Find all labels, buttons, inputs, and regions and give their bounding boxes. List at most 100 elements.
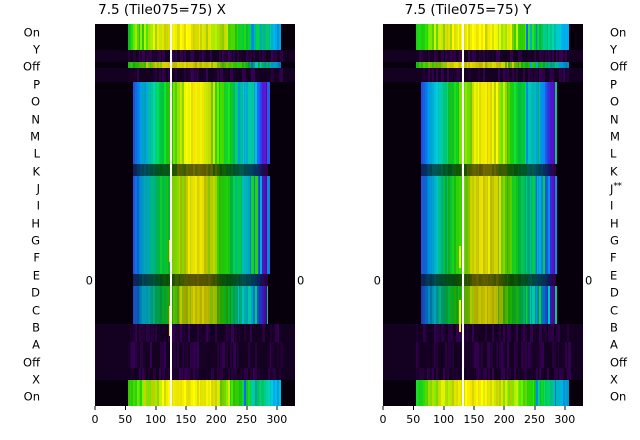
category-tick-right-14: E (610, 268, 618, 283)
heatmap-cell (182, 274, 185, 286)
heatmap-cell (443, 176, 446, 274)
heatmap-cell (557, 24, 560, 50)
heatmap-cell (242, 68, 245, 82)
heatmap-cell (564, 68, 568, 82)
heatmap-cell (222, 164, 225, 176)
heatmap-cell (176, 62, 180, 68)
heatmap-cell (144, 274, 147, 286)
heatmap-cell (233, 62, 236, 68)
heatmap-cell (543, 380, 546, 406)
heatmap-cell (231, 274, 234, 286)
heatmap-cell (457, 342, 460, 368)
heatmap-cell (430, 62, 433, 68)
heatmap-cell (193, 380, 196, 406)
heatmap-cell (176, 24, 180, 50)
heatmap-cell (213, 380, 216, 406)
heatmap-cell (160, 62, 163, 68)
heatmap-cell (133, 24, 136, 50)
heatmap-cell (269, 324, 272, 342)
heatmap-cell (544, 274, 548, 286)
x-tick-mark (443, 406, 445, 410)
heatmap-cell (189, 82, 192, 164)
heatmap-cell (548, 380, 551, 406)
heatmap-cell (441, 286, 444, 324)
heatmap-cell (224, 324, 227, 342)
heatmap-cell (207, 324, 211, 342)
heatmap-cell (242, 164, 245, 176)
heatmap-panel-left[interactable] (95, 24, 295, 406)
heatmap-cell (136, 274, 140, 286)
heatmap-cell (468, 82, 471, 164)
heatmap-cell (444, 380, 448, 406)
heatmap-cell (548, 82, 551, 164)
heatmap-cell (175, 164, 178, 176)
heatmap-cell (568, 342, 571, 368)
heatmap-cell (269, 342, 272, 368)
heatmap-cell (202, 380, 205, 406)
heatmap-cell (175, 176, 178, 274)
heatmap-cell (222, 82, 225, 164)
x-tick-label: 250 (236, 413, 257, 426)
heatmap-cell (484, 380, 488, 406)
heatmap-cell (180, 62, 183, 68)
heatmap-cell (202, 286, 205, 324)
heatmap-cell (524, 368, 528, 380)
heatmap-cell (481, 82, 484, 164)
heatmap-cell (501, 82, 504, 164)
heatmap-cell (149, 274, 152, 286)
heatmap-cell (167, 68, 171, 82)
heatmap-cell (421, 286, 424, 324)
heatmap-cell (200, 82, 203, 164)
heatmap-streak (244, 380, 246, 406)
heatmap-cell (501, 368, 504, 380)
heatmap-cell (459, 324, 462, 342)
heatmap-cell (552, 176, 555, 274)
heatmap-cell (195, 50, 198, 62)
heatmap-row-band (383, 380, 583, 406)
heatmap-cell (235, 24, 238, 50)
heatmap-cell (198, 62, 202, 68)
heatmap-gap-column (170, 24, 173, 406)
heatmap-cell (225, 164, 229, 176)
heatmap-cell (506, 286, 510, 324)
heatmap-cell (508, 274, 511, 286)
heatmap-cell (561, 62, 564, 68)
heatmap-cell (503, 380, 506, 406)
heatmap-cell (503, 68, 506, 82)
heatmap-cell (464, 164, 468, 176)
heatmap-cell (481, 286, 484, 324)
heatmap-cell (133, 176, 136, 274)
heatmap-cell (513, 368, 517, 380)
heatmap-cell (213, 24, 216, 50)
heatmap-cell (225, 324, 229, 342)
heatmap-cell (548, 24, 551, 50)
heatmap-cell (421, 82, 424, 164)
heatmap-cell (459, 24, 462, 50)
heatmap-cell (127, 342, 131, 368)
heatmap-cell (138, 176, 142, 274)
inner-ytick-right-1: − 20 (353, 84, 381, 99)
x-tick-mark (503, 406, 505, 410)
heatmap-cell (552, 82, 555, 164)
heatmap-cell (173, 342, 176, 368)
heatmap-cell (543, 68, 546, 82)
heatmap-panel-right[interactable] (383, 24, 583, 406)
heatmap-cell (433, 324, 437, 342)
heatmap-cell (260, 82, 263, 164)
heatmap-cell (193, 368, 196, 380)
heatmap-streak (547, 176, 551, 274)
heatmap-cell (513, 342, 517, 368)
heatmap-cell (175, 62, 178, 68)
heatmap-cell (515, 324, 519, 342)
heatmap-cell (173, 176, 176, 274)
heatmap-cell (198, 50, 202, 62)
heatmap-cell (145, 176, 149, 274)
heatmap-streak (532, 176, 536, 274)
heatmap-cell (264, 176, 267, 274)
heatmap-cell (426, 62, 430, 68)
heatmap-cell (475, 82, 479, 164)
heatmap-cell (175, 324, 178, 342)
heatmap-cell (149, 50, 152, 62)
heatmap-cell (271, 368, 274, 380)
inner-ytick-left-3: − 10 (65, 178, 93, 193)
